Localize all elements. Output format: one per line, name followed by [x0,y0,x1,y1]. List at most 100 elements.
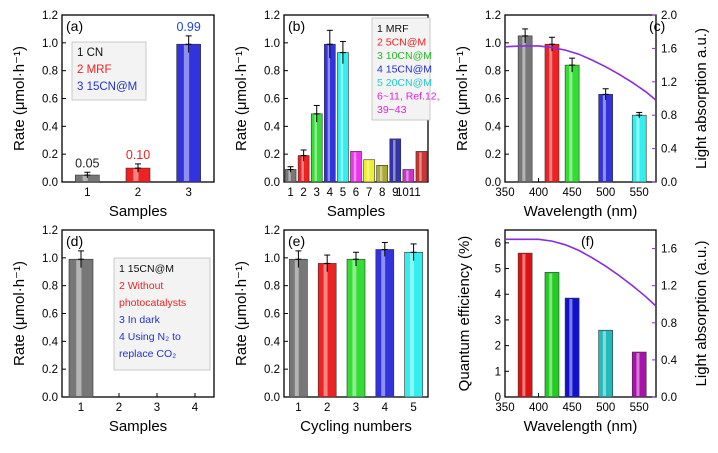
ytick-label: 0.2 [42,149,58,161]
bar-shine [366,160,370,181]
bar [544,272,560,398]
legend-entry: 3 15CN@M [77,81,137,93]
bar-body [176,43,201,183]
bar-shine [379,166,383,181]
bar [337,52,349,183]
bar-shine [314,114,317,181]
bar [404,251,423,398]
ytick-label: 0.2 [264,364,280,376]
ytick-label: 1.0 [264,253,280,265]
bar [631,114,647,183]
y-axis-title: Rate (μmol·h⁻¹) [233,46,250,151]
bar-shine [82,176,88,181]
bar [176,43,201,183]
legend-entry: replace CO₂ [119,348,176,360]
bar [363,159,375,183]
xtick-label: 500 [596,402,615,414]
bar [517,35,533,183]
y-axis-title: Rate (μmol·h⁻¹) [454,46,471,151]
bar [415,151,428,183]
bar-body [631,351,647,398]
ytick-label: 0.2 [42,364,58,376]
ytick-label: 0.8 [485,66,501,78]
xtick-label: 6 [353,187,359,199]
x-axis-title: Wavelength (nm) [524,418,638,435]
ytick-label: 0.6 [264,309,280,321]
xtick-label: 5 [340,187,346,199]
x-axis-title: Samples [327,203,385,220]
ytick-label: 1.2 [264,225,280,237]
xtick-label: 3 [353,402,359,414]
bar [544,43,560,183]
absorption-curve [504,45,657,101]
ytick-label: 1.2 [42,10,58,22]
bar-shine [602,331,606,396]
ytick-label: 0.0 [42,392,58,404]
ytick-label: 1.2 [264,10,280,22]
bar [317,263,337,398]
bar-body [415,151,428,183]
legend-entry: 3 In dark [119,314,161,326]
ytick-label: 0.4 [264,336,281,348]
bar-body [68,258,94,398]
ytick-label: 0.0 [264,392,280,404]
ytick-label: 0.4 [485,121,502,133]
bar [376,165,388,183]
bar-shine [549,273,553,396]
bar-body [517,252,533,398]
legend-entry: 2 MRF [77,64,112,76]
legend-entry: 5 20CN@M [377,77,432,89]
bar-shine [353,152,357,181]
ytick-label: 0.4 [42,121,59,133]
bar-shine [569,66,573,181]
xtick-label: 7 [366,187,372,199]
legend-entry: 1 MRF [377,23,409,35]
bar-shine [569,299,573,396]
xtick-label: 3 [154,402,160,414]
xtick-label: 1 [84,187,90,199]
bar-body [389,138,402,183]
data-label: 0.05 [75,156,99,170]
xtick-label: 2 [116,402,122,414]
xtick-label: 450 [563,402,582,414]
bar-shine [133,169,139,181]
xtick-label: 3 [185,187,191,199]
bar-shine [76,260,82,396]
bar [324,43,336,183]
legend-entry: 1 15CN@M [119,263,174,275]
y-axis-title: Rate (μmol·h⁻¹) [233,261,250,366]
panel-label: (d) [66,233,83,249]
xtick-label: 2 [324,402,330,414]
bar-body [598,329,613,398]
bar-shine [288,170,291,181]
x-axis-title: Samples [109,203,167,220]
xtick-label: 350 [495,402,514,414]
bar-body [402,169,415,183]
legend-entry: photocatalysts [119,297,186,309]
ytick-right-label: 1.6 [661,43,677,55]
ytick-label: 0.4 [42,336,59,348]
bar [310,113,323,183]
bar-body [350,151,362,183]
xtick-label: 500 [596,187,615,199]
legend-box [71,41,147,101]
ytick-right-label: 1.2 [661,77,677,89]
bar-shine [406,170,409,181]
ytick-label: 6 [495,238,501,250]
bar [598,329,613,398]
bar-shine [323,264,328,396]
ytick-label: 4 [495,289,502,301]
ytick-right-label: 0.0 [661,392,677,404]
bar-shine [410,253,414,396]
bar-shine [327,45,331,181]
ytick-label: 1.0 [485,38,501,50]
ytick-label: 1.0 [264,38,280,50]
ytick-label: 1.2 [485,10,501,22]
bar [402,169,415,183]
panel-label: (f) [581,233,594,249]
bar-shine [522,36,526,181]
xtick-label: 1 [287,187,293,199]
ytick-label: 0.8 [42,281,58,293]
ytick-label: 0.2 [264,149,280,161]
ytick-label: 0.6 [42,309,58,321]
